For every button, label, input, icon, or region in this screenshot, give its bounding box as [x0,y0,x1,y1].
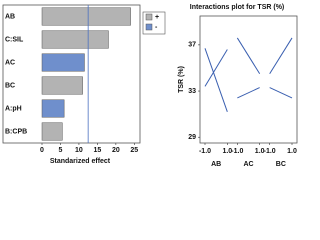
category-label: BC [5,82,15,89]
x-tick-label: -1.0 [264,148,276,155]
category-label: C:SIL [5,36,24,43]
bar [41,99,65,118]
bar [41,53,85,72]
interaction-line [204,49,228,87]
bar [41,122,63,141]
y-tick-label: 33 [188,88,196,95]
x-tick-label: 25 [130,147,138,154]
x-tick-label: 1.0 [255,148,265,155]
legend-swatch [145,23,153,31]
interaction-line [269,37,293,74]
legend-swatch [145,13,153,21]
bar [41,30,109,49]
legend-label: + [155,14,159,21]
plot-frame [2,4,141,144]
panel-label: BC [276,161,286,168]
interaction-line [236,37,261,74]
x-tick-label: 20 [112,147,120,154]
category-label: A:pH [5,105,22,112]
interaction-line [269,87,293,99]
chart-title: Interactions plot for TSR (%) [190,4,285,11]
x-tick-label: 0 [40,147,44,154]
x-axis-label: Standarized effect [50,158,111,165]
x-tick-label: 15 [93,147,101,154]
y-tick-label: 29 [188,134,196,141]
x-tick-label: -1.0 [231,148,243,155]
x-tick-label: 10 [75,147,83,154]
panel-label: AB [211,161,221,168]
page: {"chart_data":[ {"type":"hbar","categori… [2,3,298,168]
x-tick-label: 1.0 [222,148,232,155]
y-tick-label: 37 [188,42,196,49]
panel-label: AC [243,161,253,168]
bar [41,7,131,26]
x-tick-label: 5 [59,147,63,154]
legend-label: - [155,24,158,31]
plot-frame [199,15,298,144]
category-label: B:CPB [5,128,27,135]
x-tick-label: 1.0 [287,148,297,155]
interaction-line [237,87,260,99]
bar [41,76,83,95]
interaction-line [204,48,228,112]
category-label: AC [5,59,15,66]
x-tick-label: -1.0 [199,148,211,155]
figure: AB C:SIL AC BC A:pH B:CPB 0 5 10 15 20 25 Standarize… [2,4,298,168]
y-axis-label: TSR (%) [178,66,185,93]
category-label: AB [5,13,15,20]
